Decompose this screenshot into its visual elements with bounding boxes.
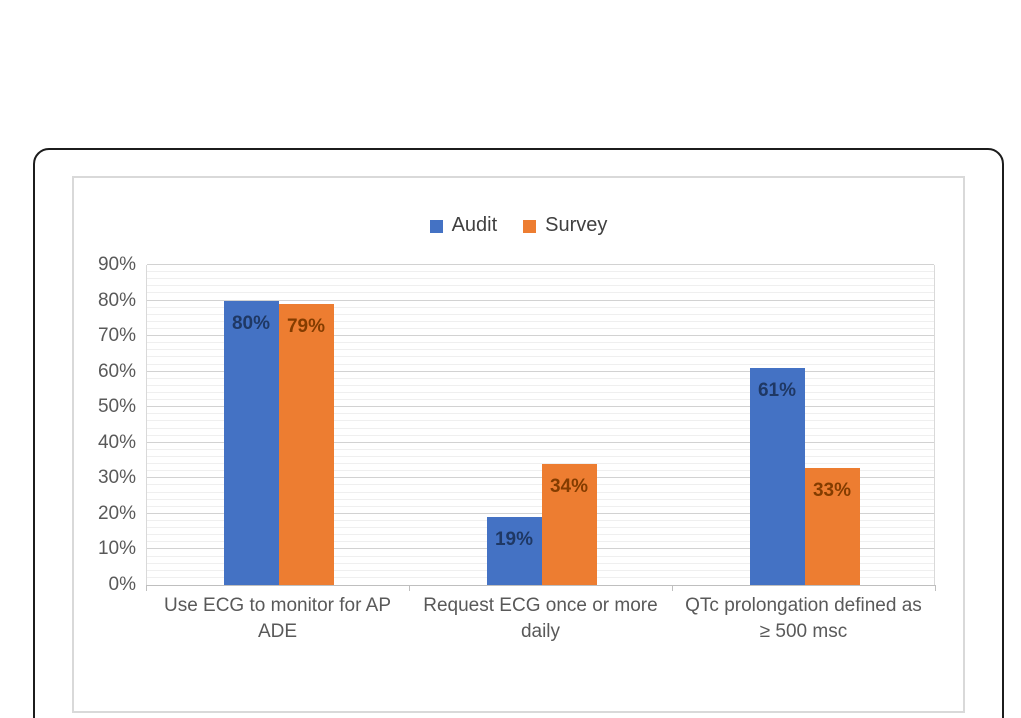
category-label-line: ADE: [257, 621, 298, 642]
major-gridline: [147, 406, 934, 408]
x-axis-line: [146, 585, 936, 586]
bar-data-label: 34%: [549, 476, 589, 498]
minor-gridline: [147, 292, 934, 294]
major-gridline: [147, 335, 934, 337]
y-tick-label: 40%: [97, 431, 136, 453]
category-label-line: ≥ 500 msc: [759, 621, 848, 642]
minor-gridline: [147, 363, 934, 365]
legend-item-survey: Survey: [523, 214, 607, 237]
bar-data-label: 19%: [494, 529, 534, 551]
minor-gridline: [147, 448, 934, 450]
minor-gridline: [147, 306, 934, 308]
minor-gridline: [147, 456, 934, 457]
category-label-line: daily: [520, 621, 561, 642]
minor-gridline: [147, 342, 934, 344]
bar-survey-1: 79%: [278, 304, 334, 585]
category-label-line: QTc prolongation defined as: [685, 595, 922, 616]
category-label-line: Request ECG once or more: [423, 595, 658, 616]
bar-audit-3: 61%: [749, 368, 805, 585]
bar-data-label: 80%: [231, 312, 271, 334]
category-label: Request ECG once or more daily: [409, 593, 672, 645]
x-axis-tick: [146, 585, 147, 591]
legend-label-survey: Survey: [545, 214, 608, 236]
y-tick-label: 0%: [108, 574, 136, 595]
minor-gridline: [147, 505, 934, 507]
y-tick-label: 20%: [97, 502, 136, 524]
minor-gridline: [147, 484, 934, 486]
x-axis-tick: [935, 585, 936, 591]
category-label: Use ECG to monitor for AP ADE: [146, 593, 409, 645]
figure-frame: [33, 148, 1004, 718]
legend-label-audit: Audit: [451, 214, 498, 236]
minor-gridline: [147, 491, 934, 493]
minor-gridline: [147, 392, 934, 393]
minor-gridline: [147, 377, 934, 379]
y-tick-label: 70%: [97, 325, 136, 347]
minor-gridline: [147, 328, 934, 329]
bar-audit-2: 19%: [486, 517, 542, 585]
minor-gridline: [147, 271, 934, 273]
minor-gridline: [147, 434, 934, 436]
minor-gridline: [147, 320, 934, 322]
major-gridline: [147, 512, 934, 514]
bar-survey-3: 33%: [804, 467, 860, 585]
category-label-line: Use ECG to monitor for AP: [163, 595, 391, 616]
legend-swatch-survey-icon: [523, 220, 537, 233]
category-label: QTc prolongation defined as ≥ 500 msc: [672, 593, 935, 645]
x-axis-labels: Use ECG to monitor for AP ADE Request ECG …: [146, 593, 935, 645]
y-tick-label: 30%: [97, 467, 136, 489]
major-gridline: [147, 477, 934, 479]
y-tick-label: 50%: [97, 396, 136, 418]
major-gridline: [147, 264, 934, 265]
minor-gridline: [147, 399, 934, 401]
major-gridline: [147, 299, 934, 301]
y-tick-label: 60%: [97, 360, 136, 382]
bar-survey-2: 34%: [541, 464, 597, 585]
bar-data-label: 61%: [757, 380, 797, 402]
y-tick-label: 10%: [97, 538, 136, 560]
major-gridline: [147, 441, 934, 443]
minor-gridline: [147, 285, 934, 287]
legend-swatch-audit-icon: [429, 220, 443, 233]
minor-gridline: [147, 356, 934, 358]
bar-audit-1: 80%: [223, 300, 279, 585]
minor-gridline: [147, 384, 934, 386]
minor-gridline: [147, 470, 934, 472]
x-axis-tick: [409, 585, 410, 591]
minor-gridline: [147, 278, 934, 280]
minor-gridline: [147, 427, 934, 429]
minor-gridline: [147, 498, 934, 500]
minor-gridline: [147, 313, 934, 315]
minor-gridline: [147, 413, 934, 415]
minor-gridline: [147, 349, 934, 351]
y-tick-label: 90%: [97, 254, 136, 275]
y-tick-label: 80%: [97, 289, 136, 311]
bar-data-label: 33%: [812, 479, 852, 501]
minor-gridline: [147, 420, 934, 422]
x-axis-tick: [672, 585, 673, 591]
plot-area: 80% 79% 19% 34% 61% 33%: [146, 264, 935, 585]
legend: Audit Survey: [74, 214, 963, 237]
bar-data-label: 79%: [286, 316, 326, 338]
major-gridline: [147, 370, 934, 372]
legend-item-audit: Audit: [429, 214, 498, 237]
bar-chart: Audit Survey 80% 79% 19% 34% 61% 33% 0% 10% 20%…: [72, 176, 965, 713]
minor-gridline: [147, 463, 934, 465]
